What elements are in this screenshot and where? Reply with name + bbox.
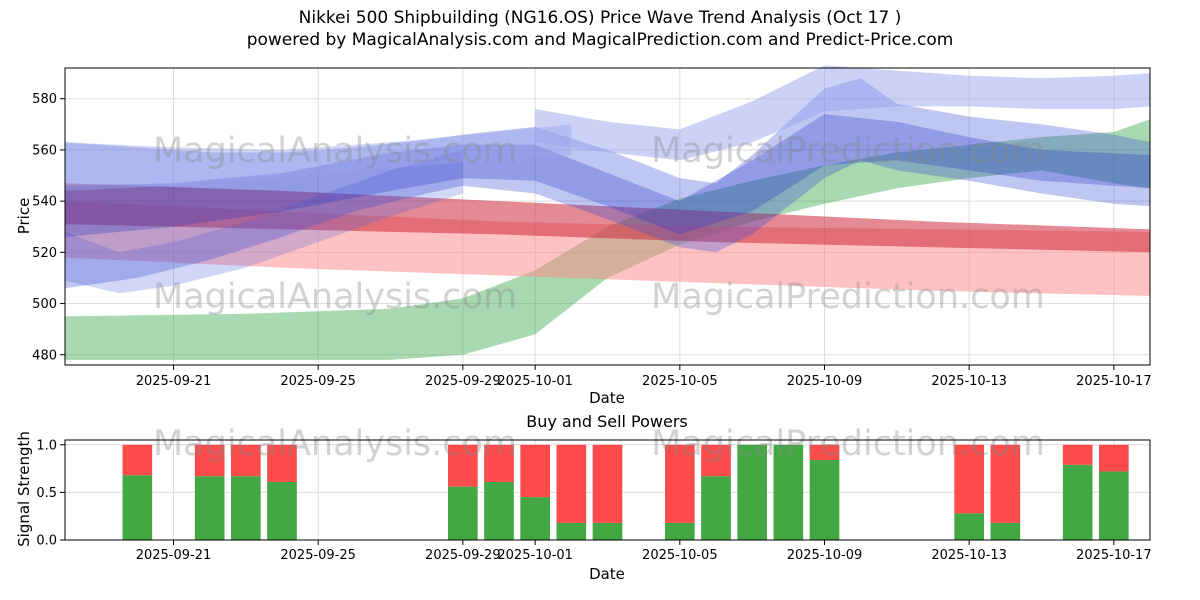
signal-x-tick-label: 2025-10-17: [1076, 548, 1152, 563]
buy-bar: [484, 481, 514, 540]
blue-wisp-band: [65, 149, 463, 294]
buy-bar: [231, 476, 261, 540]
signal-y-axis-label: Signal Strength: [15, 431, 33, 547]
signal-axes-border: [64, 439, 1151, 541]
sell-bar: [990, 444, 1021, 523]
price-y-tick-label: 560: [32, 143, 57, 158]
figure-title-line-2: powered by MagicalAnalysis.com and Magic…: [246, 30, 954, 50]
sell-bar: [592, 444, 623, 523]
buy-bar: [954, 513, 984, 540]
signal-y-tick-label: 0.5: [36, 486, 57, 501]
sell-bar: [954, 444, 984, 514]
buy-bar: [1099, 471, 1129, 540]
bar-chart-title: Buy and Sell Powers: [526, 412, 688, 431]
price-y-tick-label: 540: [32, 195, 57, 210]
buy-bar: [665, 522, 695, 540]
watermark: MagicalPrediction.com: [651, 131, 1045, 171]
sell-bar: [1062, 444, 1093, 465]
price-axes-border: [64, 67, 1151, 366]
signal-x-tick-label: 2025-09-25: [280, 548, 356, 563]
price-x-tick-label: 2025-09-25: [280, 374, 356, 389]
sell-bar: [448, 444, 478, 487]
price-x-tick-label: 2025-10-17: [1076, 374, 1152, 389]
buy-bar: [701, 476, 731, 540]
signal-x-tick-label: 2025-09-21: [136, 548, 212, 563]
signal-x-tick-label: 2025-10-01: [497, 548, 573, 563]
buy-bar: [267, 481, 297, 540]
price-x-tick-label: 2025-10-01: [497, 374, 573, 389]
sell-bar: [809, 444, 840, 460]
price-y-tick-label: 580: [32, 92, 57, 107]
sell-bar: [231, 444, 261, 477]
buy-bar: [592, 522, 623, 540]
sell-bar: [122, 444, 153, 476]
signal-x-tick-label: 2025-09-29: [425, 548, 501, 563]
signal-y-tick-label: 1.0: [36, 438, 57, 453]
buy-bar: [448, 486, 478, 540]
blue-main-band: [65, 78, 1150, 289]
blue-core-band: [65, 114, 1150, 237]
sell-bar: [194, 444, 225, 477]
buy-bar: [556, 522, 587, 540]
buy-bar: [520, 497, 550, 540]
signal-x-tick-label: 2025-10-05: [642, 548, 718, 563]
signal-y-tick-label: 0.0: [36, 534, 57, 549]
figure-title: Nikkei 500 Shipbuilding (NG16.OS) Price …: [0, 7, 1200, 51]
crimson-band: [65, 183, 1150, 253]
price-x-axis-label: Date: [589, 389, 625, 407]
price-y-tick-label: 480: [32, 348, 57, 363]
sell-bar: [520, 444, 550, 498]
price-x-tick-label: 2025-10-09: [787, 374, 863, 389]
watermark: MagicalPrediction.com: [651, 424, 1045, 464]
price-y-tick-label: 520: [32, 246, 57, 261]
sell-bar: [484, 444, 514, 482]
signal-x-axis-label: Date: [589, 565, 625, 583]
buy-bar: [194, 476, 225, 540]
price-x-tick-label: 2025-09-29: [425, 374, 501, 389]
lavender-right-band: [535, 65, 1150, 161]
buy-bar: [1062, 464, 1093, 540]
buy-bar: [773, 444, 804, 540]
watermark: MagicalAnalysis.com: [153, 424, 517, 464]
watermark: MagicalPrediction.com: [651, 277, 1045, 317]
buy-bar: [990, 522, 1021, 540]
price-x-tick-label: 2025-10-05: [642, 374, 718, 389]
sell-bar: [556, 444, 587, 523]
watermark: MagicalAnalysis.com: [153, 277, 517, 317]
lavender-left-band: [65, 124, 572, 191]
price-x-tick-label: 2025-10-13: [931, 374, 1007, 389]
buy-bar: [809, 460, 840, 540]
signal-x-tick-label: 2025-10-09: [787, 548, 863, 563]
sell-bar: [665, 444, 695, 523]
sell-bar: [701, 444, 731, 477]
sell-bar: [1099, 444, 1129, 472]
signal-x-tick-label: 2025-10-13: [931, 548, 1007, 563]
buy-bar: [122, 475, 153, 540]
watermark: MagicalAnalysis.com: [153, 131, 517, 171]
sell-bar: [267, 444, 297, 482]
price-y-tick-label: 500: [32, 297, 57, 312]
price-x-tick-label: 2025-09-21: [136, 374, 212, 389]
buy-bar: [737, 444, 767, 540]
figure-title-line-1: Nikkei 500 Shipbuilding (NG16.OS) Price …: [298, 8, 902, 28]
price-y-axis-label: Price: [15, 197, 33, 235]
